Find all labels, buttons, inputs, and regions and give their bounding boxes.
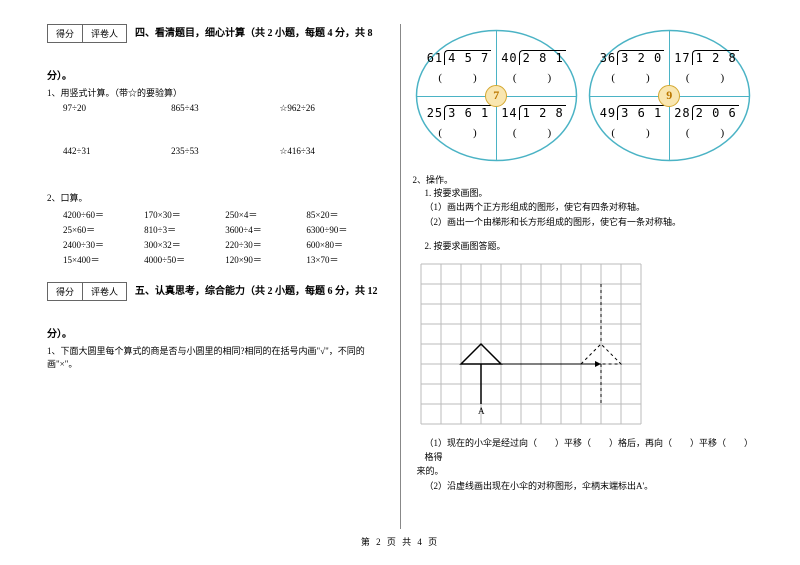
svg-text:A: A xyxy=(478,406,485,416)
circle-item: 363 2 0( ) 171 2 8( ) 493 6 1( ) 282 0 6… xyxy=(587,28,752,163)
q5-1: 1、下面大圆里每个算式的商是否与小圆里的相同?相同的在括号内画"√"，不同的画"… xyxy=(47,344,388,370)
prob: ☆416÷34 xyxy=(279,146,387,157)
circle-item: 614 5 7( ) 402 8 1( ) 253 6 1( ) 141 2 8… xyxy=(414,28,579,163)
left-column: 得分 评卷人 四、看清题目，细心计算（共 2 小题，每题 4 分，共 8 分）。… xyxy=(35,24,401,529)
vertical-row-2: 442÷31 235÷53 ☆416÷34 xyxy=(63,146,388,157)
prob: 865÷43 xyxy=(171,103,279,114)
mental-item: 6300÷90＝ xyxy=(306,223,387,236)
mental-item: 250×4＝ xyxy=(225,208,306,221)
op-t1: 1. 按要求画图。 xyxy=(425,186,754,200)
mental-item: 220÷30＝ xyxy=(225,238,306,251)
mental-item: 810÷3＝ xyxy=(144,223,225,236)
op-q2: （2）沿虚线画出现在小伞的对称图形，伞柄末端标出A'。 xyxy=(425,479,754,493)
section-4-title-cont: 分）。 xyxy=(47,71,72,82)
mental-item: 3600÷4＝ xyxy=(225,223,306,236)
prob: 442÷31 xyxy=(63,146,171,157)
right-column: 614 5 7( ) 402 8 1( ) 253 6 1( ) 141 2 8… xyxy=(401,24,766,529)
score-box-1: 得分 评卷人 xyxy=(47,24,127,43)
mental-item: 4200÷60＝ xyxy=(63,208,144,221)
page-footer: 第 2 页 共 4 页 xyxy=(35,535,765,548)
grader-label: 评卷人 xyxy=(83,283,126,300)
score-box-2: 得分 评卷人 xyxy=(47,282,127,301)
operate-header: 2、操作。 xyxy=(413,173,754,186)
section-5-title: 五、认真思考，综合能力（共 2 小题，每题 6 分，共 12 xyxy=(135,282,378,297)
op-q1b: 来的。 xyxy=(417,464,754,478)
grader-label: 评卷人 xyxy=(83,25,126,42)
prob: 235÷53 xyxy=(171,146,279,157)
section-4-title: 四、看清题目，细心计算（共 2 小题，每题 4 分，共 8 xyxy=(135,24,373,39)
prob: ☆962÷26 xyxy=(279,103,387,114)
mental-item: 25×60＝ xyxy=(63,223,144,236)
mental-item: 120×90＝ xyxy=(225,253,306,266)
mental-row: 15×400＝4000÷50＝120×90＝13×70＝ xyxy=(63,253,388,266)
mental-item: 170×30＝ xyxy=(144,208,225,221)
op-t2: 2. 按要求画图答题。 xyxy=(425,239,754,253)
mental-item: 2400÷30＝ xyxy=(63,238,144,251)
circles-diagram: 614 5 7( ) 402 8 1( ) 253 6 1( ) 141 2 8… xyxy=(413,28,754,163)
vertical-row-1: 97÷20 865÷43 ☆962÷26 xyxy=(63,103,388,114)
score-label: 得分 xyxy=(48,25,83,42)
mental-item: 600×80＝ xyxy=(306,238,387,251)
op-q1a: （1）现在的小伞是经过向（ ）平移（ ）格后，再向（ ）平移（ ）格得 xyxy=(425,436,754,465)
sub-1-label: 1、用竖式计算。（带☆的要验算） xyxy=(47,86,388,99)
mental-item: 13×70＝ xyxy=(306,253,387,266)
op-t1a: （1）画出两个正方形组成的图形，使它有四条对称轴。 xyxy=(425,200,754,214)
sub-2-label: 2、口算。 xyxy=(47,191,388,204)
mental-item: 4000÷50＝ xyxy=(144,253,225,266)
mental-item: 85×20＝ xyxy=(306,208,387,221)
mental-row: 4200÷60＝170×30＝250×4＝85×20＝ xyxy=(63,208,388,221)
prob: 97÷20 xyxy=(63,103,171,114)
mental-item: 15×400＝ xyxy=(63,253,144,266)
grid-figure: A xyxy=(419,262,754,432)
section-5-title-cont: 分）。 xyxy=(47,329,72,340)
mental-row: 25×60＝810÷3＝3600÷4＝6300÷90＝ xyxy=(63,223,388,236)
score-label: 得分 xyxy=(48,283,83,300)
op-t1b: （2）画出一个由梯形和长方形组成的图形，使它有一条对称轴。 xyxy=(425,215,754,229)
mental-item: 300×32＝ xyxy=(144,238,225,251)
mental-row: 2400÷30＝300×32＝220÷30＝600×80＝ xyxy=(63,238,388,251)
